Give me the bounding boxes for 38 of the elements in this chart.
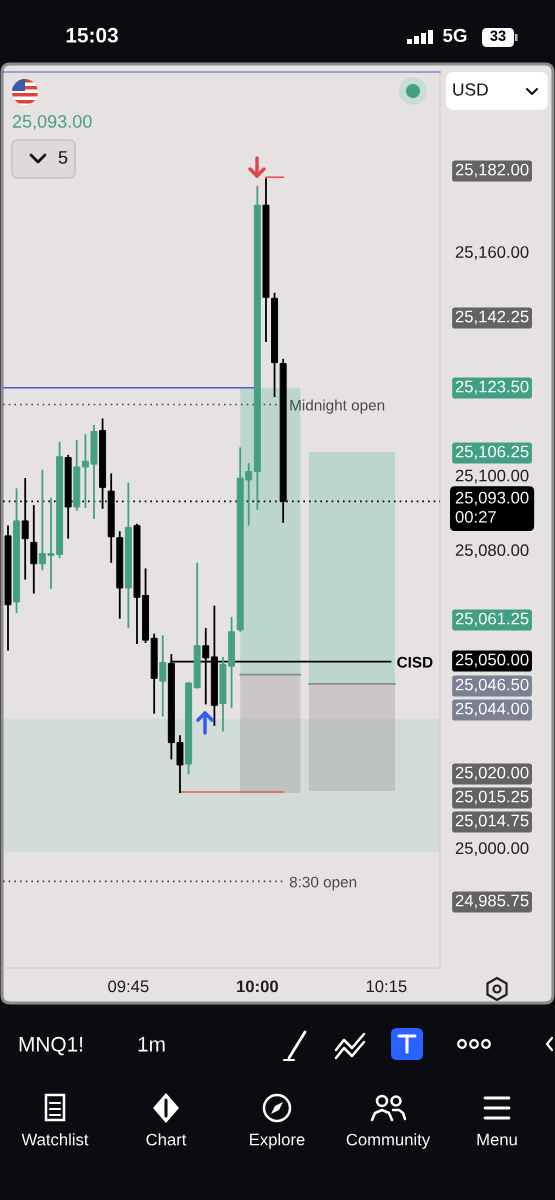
text: 25,050.00 bbox=[455, 653, 529, 668]
text: 33 bbox=[490, 30, 506, 41]
annotation: 25,093.00 bbox=[12, 115, 92, 130]
text: 25,061.25 bbox=[455, 612, 529, 627]
series-label: Midnight open bbox=[290, 399, 385, 414]
y-tick-label: 25,160.00 bbox=[455, 246, 529, 260]
text: 1m bbox=[138, 1037, 165, 1052]
text: Menu bbox=[477, 1133, 517, 1146]
text: MNQ1! bbox=[19, 1036, 83, 1056]
text: 25,106.25 bbox=[455, 445, 529, 460]
y-tick-label: 25,000.00 bbox=[455, 842, 529, 857]
text: 25,046.50 bbox=[455, 678, 529, 693]
candlestick bbox=[30, 504, 38, 595]
annotation: 5 bbox=[58, 151, 68, 164]
text: 15:03 bbox=[66, 27, 118, 43]
text: USD bbox=[453, 83, 488, 96]
ref-line-label: 25,093.00 00:27 bbox=[455, 491, 529, 523]
text: 25,123.50 bbox=[455, 380, 529, 395]
text: 25,182.00 bbox=[455, 163, 529, 178]
text: Community bbox=[346, 1133, 431, 1149]
series-label: 8:30 open bbox=[289, 876, 357, 891]
text: 5G bbox=[443, 28, 467, 43]
text: 24,985.75 bbox=[455, 894, 529, 909]
text: 25,044.00 bbox=[455, 702, 529, 717]
y-tick-label: 25,080.00 bbox=[455, 544, 529, 558]
text: 25,020.00 bbox=[455, 766, 529, 781]
candlestick bbox=[159, 634, 167, 718]
text: Watchlist bbox=[21, 1133, 89, 1146]
x-tick-label: 10:15 bbox=[366, 980, 407, 993]
y-tick-label: 25,100.00 bbox=[455, 469, 529, 484]
x-tick-label: 09:45 bbox=[108, 980, 149, 993]
series-label: CISD bbox=[397, 656, 433, 668]
text: 25,014.75 bbox=[455, 814, 529, 829]
text: Explore bbox=[250, 1133, 305, 1149]
text: Chart bbox=[146, 1133, 187, 1146]
x-tick-label: 10:00 bbox=[237, 980, 278, 993]
text: 25,015.25 bbox=[455, 790, 529, 805]
text: 25,142.25 bbox=[455, 310, 529, 325]
